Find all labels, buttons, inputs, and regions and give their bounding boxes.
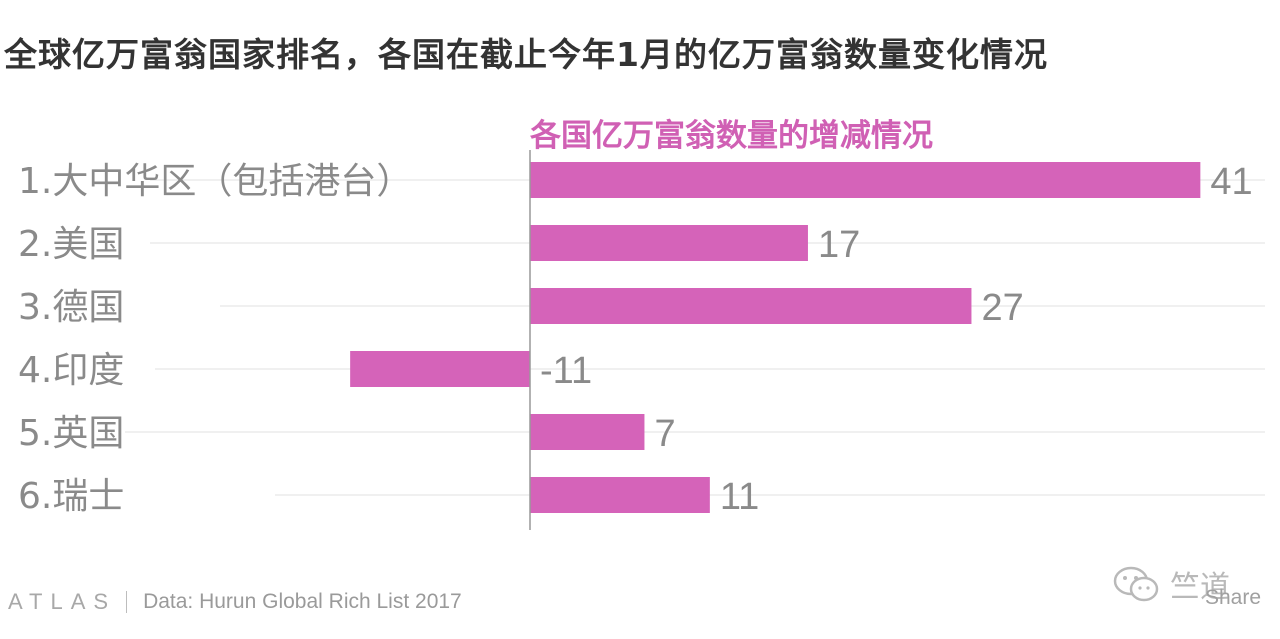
bar xyxy=(530,288,972,324)
value-label: 41 xyxy=(1210,161,1252,203)
footer-divider xyxy=(126,591,128,613)
share-button[interactable]: Share xyxy=(1205,586,1262,609)
bars xyxy=(350,162,1201,513)
watermark-text: 竺道 xyxy=(1170,570,1230,605)
category-labels: 1.大中华区（包括港台） 2.美国 3.德国 4.印度 5.英国 6.瑞士 xyxy=(18,161,412,517)
category-label: 1.大中华区（包括港台） xyxy=(18,161,412,202)
bar xyxy=(530,477,710,513)
category-label: 2.美国 xyxy=(18,224,124,265)
bar-chart: 各国亿万富翁数量的增减情况 1.大中华区（包括港台） 2.美国 3.德国 4.印度 5.… xyxy=(18,118,1265,530)
value-label: 7 xyxy=(654,413,675,455)
category-label: 3.德国 xyxy=(18,287,124,328)
bar xyxy=(530,225,808,261)
category-label: 4.印度 xyxy=(18,350,124,391)
value-label: 11 xyxy=(720,476,759,518)
value-label: -11 xyxy=(540,350,592,392)
category-label: 5.英国 xyxy=(18,413,124,454)
chart-headline: 全球亿万富翁国家排名，各国在截止今年1月的亿万富翁数量变化情况 xyxy=(4,35,1048,74)
watermark: 竺道 xyxy=(1112,562,1230,606)
wechat-icon xyxy=(1113,566,1159,602)
data-source: Data: Hurun Global Rich List 2017 xyxy=(143,590,462,613)
bar xyxy=(350,351,530,387)
value-labels: 41 17 27 -11 7 11 xyxy=(540,161,1253,518)
chart-title: 各国亿万富翁数量的增减情况 xyxy=(529,118,933,154)
atlas-logo: ATLAS xyxy=(8,589,117,614)
value-label: 17 xyxy=(818,224,860,266)
bar xyxy=(530,414,645,450)
footer: ATLAS Data: Hurun Global Rich List 2017 xyxy=(8,585,462,619)
bar xyxy=(530,162,1201,198)
category-label: 6.瑞士 xyxy=(18,476,124,517)
value-label: 27 xyxy=(981,287,1023,329)
